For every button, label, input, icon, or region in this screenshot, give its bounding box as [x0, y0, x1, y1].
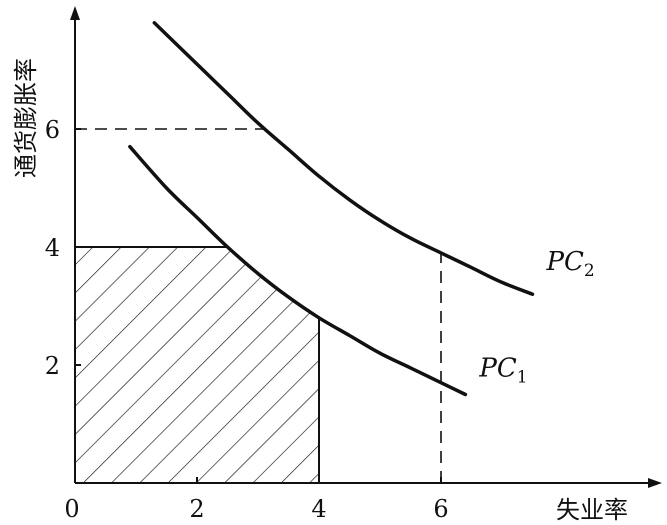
y-axis-label: 通货膨胀率 — [12, 58, 40, 178]
y-axis-arrow — [70, 6, 80, 20]
y-tick-label: 2 — [45, 352, 60, 380]
origin-label: 0 — [64, 495, 79, 523]
x-tick-label: 6 — [433, 495, 448, 523]
reference-lines — [75, 128, 442, 483]
curve-pc2 — [152, 21, 535, 296]
x-tick-label: 2 — [189, 495, 204, 523]
y-tick-label: 4 — [45, 234, 60, 262]
curve-pc1 — [128, 144, 468, 397]
curves — [128, 21, 535, 397]
shaded-region-outline — [75, 246, 320, 483]
curve-labels: PC1 PC2 — [478, 247, 594, 387]
curve-label-pc1: PC1 — [478, 354, 527, 388]
curve-label-pc2: PC2 — [546, 247, 595, 281]
x-tick-label: 4 — [311, 495, 326, 523]
x-axis-arrow — [648, 478, 662, 488]
y-tick-label: 6 — [45, 116, 60, 144]
x-axis-label: 失业率 — [556, 496, 628, 524]
ticks: 2 4 6 2 4 6 — [45, 116, 449, 523]
shaded-region — [75, 247, 319, 483]
